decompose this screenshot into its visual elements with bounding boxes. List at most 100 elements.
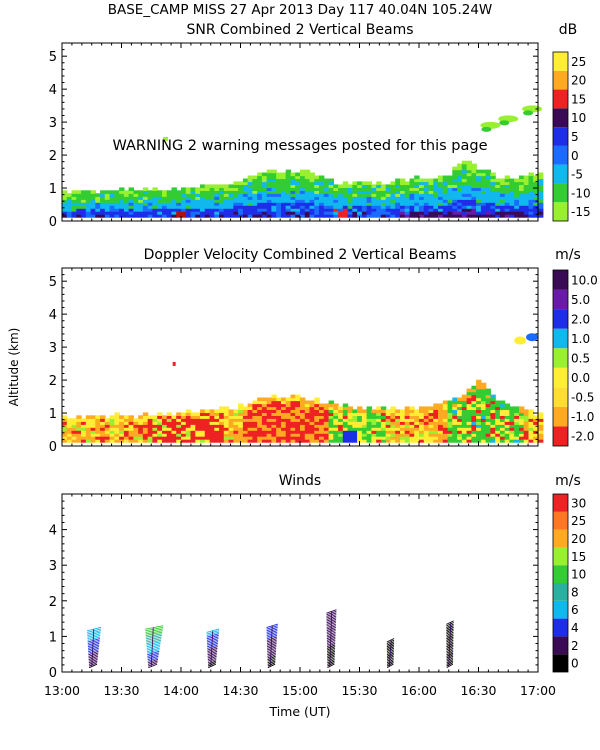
snr-cell — [247, 205, 253, 209]
velocity-cell — [190, 418, 196, 422]
snr-cell — [376, 184, 382, 188]
snr-cell — [257, 199, 263, 203]
velocity-cell — [433, 412, 439, 416]
velocity-cell — [519, 412, 525, 416]
snr-cell — [109, 205, 115, 209]
velocity-cell — [71, 421, 77, 425]
velocity-cell — [190, 421, 196, 425]
wind-barb — [386, 662, 394, 667]
velocity-cell — [395, 421, 401, 425]
velocity-cell — [204, 433, 211, 437]
wind-barb — [207, 642, 218, 648]
velocity-cell — [104, 430, 111, 434]
snr-cell — [176, 202, 182, 206]
velocity-cell — [214, 433, 220, 437]
velocity-cell — [104, 421, 111, 425]
snr-cell — [366, 190, 372, 194]
snr-cell — [519, 208, 525, 212]
velocity-cell — [76, 424, 82, 428]
velocity-cell — [361, 421, 368, 425]
velocity-cell — [304, 421, 311, 425]
snr-cell — [400, 205, 406, 209]
snr-cell — [204, 214, 211, 218]
velocity-cell — [476, 397, 482, 402]
velocity-cell — [485, 418, 491, 422]
velocity-cell — [376, 418, 382, 422]
velocity-cell — [414, 439, 420, 443]
velocity-cell — [128, 415, 134, 419]
wind-barb — [206, 641, 219, 646]
winds-colorbar-label: 2 — [571, 639, 579, 653]
velocity-cell — [380, 427, 387, 431]
snr-cell — [423, 181, 430, 185]
snr-cell — [471, 205, 477, 209]
velocity-cell — [152, 430, 158, 434]
snr-cell — [338, 190, 344, 194]
velocity-cell — [495, 439, 501, 443]
velocity-cell — [323, 421, 330, 425]
velocity-cell — [142, 418, 149, 422]
snr-cell — [490, 178, 496, 183]
y-tick-label: 4 — [49, 524, 57, 539]
snr-data — [62, 105, 544, 218]
wind-barb — [145, 634, 162, 640]
velocity-cell — [495, 418, 501, 422]
snr-cell — [338, 214, 344, 218]
velocity-cell — [485, 415, 491, 419]
snr-cell — [266, 214, 273, 218]
velocity-cell — [447, 406, 453, 410]
velocity-cell — [466, 430, 472, 434]
snr-cell — [419, 205, 425, 209]
velocity-cell — [304, 415, 311, 419]
snr-cell — [433, 202, 439, 206]
velocity-cell — [233, 433, 239, 437]
snr-cell — [142, 193, 149, 197]
velocity-cell — [338, 409, 344, 413]
velocity-cell — [461, 427, 468, 431]
velocity-cell — [138, 433, 144, 437]
velocity-cell — [442, 409, 449, 413]
snr-cell — [114, 190, 120, 194]
snr-cell — [314, 181, 320, 185]
snr-cell — [423, 187, 430, 191]
snr-cell — [419, 196, 425, 200]
wind-profile-stem — [91, 629, 95, 667]
velocity-cell — [480, 424, 487, 428]
velocity-cell — [466, 394, 472, 399]
velocity-cell — [409, 430, 415, 434]
snr-cell — [333, 208, 339, 212]
wind-barb — [207, 644, 218, 649]
velocity-cell — [209, 412, 215, 416]
wind-barb — [267, 649, 277, 654]
velocity-cell — [476, 436, 482, 440]
velocity-cell — [323, 430, 330, 434]
snr-cell — [238, 199, 244, 203]
velocity-cell — [480, 433, 487, 437]
velocity-cell — [328, 430, 334, 434]
velocity-cell — [347, 412, 353, 416]
velocity-cell — [361, 412, 368, 416]
velocity-cell — [480, 382, 487, 387]
snr-cell — [281, 187, 287, 191]
wind-barb — [327, 655, 335, 661]
velocity-cell — [300, 424, 306, 428]
snr-cell — [100, 208, 106, 212]
snr-cell — [380, 196, 387, 200]
snr-cell — [519, 205, 525, 209]
velocity-cell — [285, 439, 292, 443]
velocity-cell — [338, 433, 344, 437]
velocity-cell — [123, 415, 130, 419]
snr-cell — [319, 214, 325, 218]
velocity-cell — [147, 433, 154, 437]
velocity-cell — [428, 406, 434, 410]
snr-cell — [414, 214, 420, 218]
snr-cell — [361, 187, 368, 191]
snr-cell — [66, 202, 73, 206]
snr-cell — [528, 178, 534, 183]
stray-echo — [163, 136, 169, 141]
snr-cell — [281, 211, 287, 215]
velocity-cell — [133, 430, 139, 434]
velocity-cell — [457, 403, 463, 408]
velocity-cell — [290, 406, 296, 410]
